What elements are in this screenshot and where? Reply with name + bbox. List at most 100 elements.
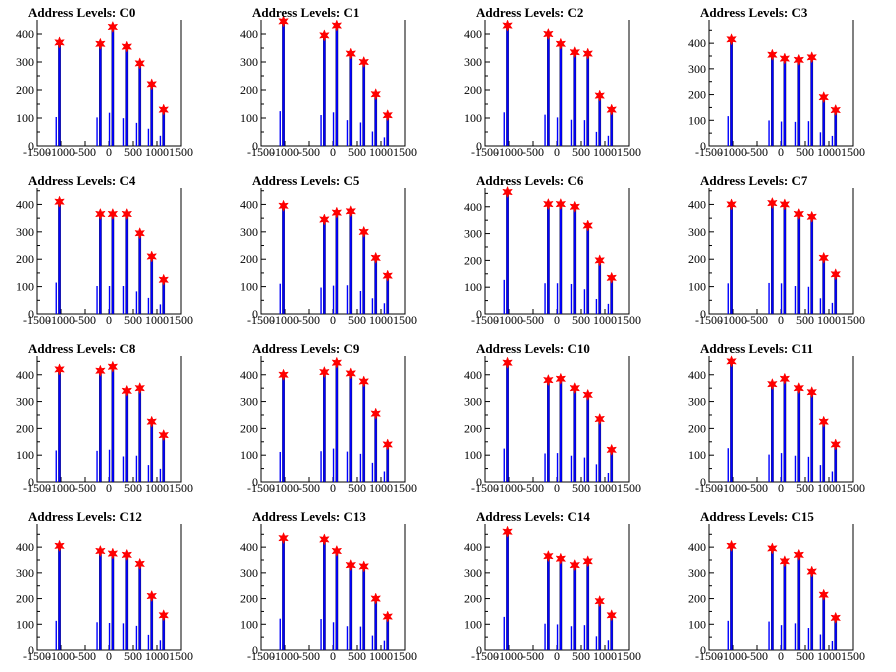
histogram-bar — [595, 464, 598, 482]
peak-marker-star — [54, 195, 65, 208]
x-tick-label: 1500 — [393, 649, 417, 663]
x-tick-label: 1500 — [393, 313, 417, 327]
panel-title: Address Levels: C4 — [28, 173, 136, 188]
y-tick-label: 300 — [240, 55, 258, 69]
histogram-bar — [108, 449, 111, 482]
x-tick-label: 500 — [796, 649, 814, 663]
peak-marker-star — [95, 37, 106, 50]
histogram-bar — [780, 283, 783, 314]
histogram-svg-0: 0 100 200 300 400 -1500-1000 -500 0 500 1000 1500 — [16, 20, 193, 159]
y-tick-label: 300 — [16, 566, 34, 580]
histogram-svg-7: 0 100 200 300 400 -1500-1000 -500 0 500 1000 1500 — [688, 188, 865, 327]
peak-marker-star — [793, 548, 805, 562]
x-tick-label: -500 — [522, 145, 544, 159]
x-tick-label: -1500 — [471, 649, 499, 663]
histogram-bar — [607, 135, 610, 146]
histogram-bar — [598, 97, 602, 147]
histogram-bar — [544, 114, 546, 146]
x-tick-label: -1000 — [47, 313, 75, 327]
histogram-bar — [359, 626, 362, 650]
y-tick-label: 300 — [464, 566, 482, 580]
peak-marker-star — [726, 355, 737, 368]
y-tick-label: 0 — [700, 139, 706, 153]
histogram-bar — [573, 54, 577, 147]
histogram-panel-10: 0 100 200 300 400 -1500 -1000 -500 0 500 1000 1500 A… — [448, 336, 672, 504]
y-tick-label: 100 — [688, 113, 706, 127]
y-tick-label: 100 — [240, 448, 258, 462]
histogram-svg-15: 0 100 200 300 400 -1500-1000 -500 0 500 1000 1500 — [688, 524, 865, 663]
x-tick-label: -1000 — [271, 649, 299, 663]
x-tick-label: -1500 — [695, 649, 723, 663]
histogram-bar — [570, 283, 573, 314]
y-tick-label: 300 — [16, 225, 34, 239]
histogram-bar — [780, 453, 783, 482]
x-tick-label: 1000 — [817, 481, 841, 495]
x-tick-label: -1000 — [495, 313, 523, 327]
peak-marker-star — [793, 207, 805, 221]
peak-marker-star — [54, 539, 65, 553]
histogram-bar — [810, 59, 814, 147]
x-tick-label: 0 — [330, 481, 336, 495]
histogram-bar — [794, 623, 797, 650]
histogram-bar — [122, 456, 125, 482]
histogram-bar — [138, 235, 142, 315]
peak-marker-star — [358, 225, 370, 239]
peak-marker-star — [107, 20, 119, 34]
histogram-bar — [58, 44, 61, 147]
histogram-bar — [125, 216, 129, 315]
x-tick-label: 1500 — [617, 481, 641, 495]
histogram-bar — [371, 298, 374, 314]
peak-marker-star — [502, 19, 513, 32]
histogram-panel-5: 0 100 200 300 400 -1500 -1000 -500 0 500 1000 1500 A… — [224, 168, 448, 336]
histogram-panel-0: 0 100 200 300 400 -1500 -1000 -500 0 500 1000 1500 A… — [0, 0, 224, 168]
histogram-bar — [807, 121, 810, 146]
x-tick-label: 0 — [106, 145, 112, 159]
histogram-bar — [108, 112, 111, 146]
histogram-bar — [335, 364, 339, 483]
histogram-bar — [371, 131, 374, 146]
peak-marker-star — [555, 37, 567, 50]
x-tick-label: 0 — [330, 649, 336, 663]
histogram-bar — [503, 112, 505, 146]
x-tick-label: -500 — [74, 649, 96, 663]
x-tick-label: -500 — [522, 649, 544, 663]
peak-marker-star — [818, 588, 830, 601]
y-tick-label: 400 — [464, 200, 482, 214]
histogram-bar — [610, 111, 614, 147]
peak-marker-star — [278, 15, 289, 28]
histogram-bar — [332, 112, 335, 146]
y-tick-label: 200 — [464, 83, 482, 97]
x-tick-label: 0 — [106, 313, 112, 327]
histogram-svg-3: 0 100 200 300 400 -1500-1000 -500 0 500 1000 1500 — [688, 20, 865, 159]
peak-marker-star — [345, 47, 357, 60]
histogram-bar — [807, 628, 810, 650]
x-tick-label: 1000 — [369, 481, 393, 495]
peak-marker-star — [594, 254, 606, 267]
y-tick-label: 100 — [464, 448, 482, 462]
histogram-bar — [544, 283, 546, 314]
histogram-bar — [547, 382, 550, 483]
x-tick-label: 1000 — [593, 481, 617, 495]
peak-marker-star — [278, 531, 289, 545]
x-tick-label: 1500 — [169, 313, 193, 327]
histogram-bar — [607, 640, 610, 650]
histogram-bar — [586, 55, 590, 147]
peak-marker-star — [830, 438, 842, 451]
histogram-bar — [583, 457, 586, 482]
y-tick-label: 100 — [16, 280, 34, 294]
peak-marker-star — [382, 438, 394, 451]
y-tick-label: 400 — [240, 197, 258, 211]
histogram-bar — [362, 233, 366, 315]
histogram-bar — [138, 65, 142, 147]
histogram-svg-4: 0 100 200 300 400 -1500-1000 -500 0 500 1000 1500 — [16, 188, 193, 327]
peak-marker-star — [134, 57, 146, 70]
peak-marker-star — [54, 363, 65, 376]
histogram-bar — [807, 286, 810, 314]
histogram-bar — [586, 396, 590, 483]
y-tick-label: 100 — [16, 617, 34, 631]
histogram-bar — [506, 533, 509, 651]
x-tick-label: 0 — [106, 481, 112, 495]
histogram-bar — [610, 451, 614, 483]
histogram-bar — [386, 277, 390, 315]
y-tick-label: 400 — [240, 27, 258, 41]
